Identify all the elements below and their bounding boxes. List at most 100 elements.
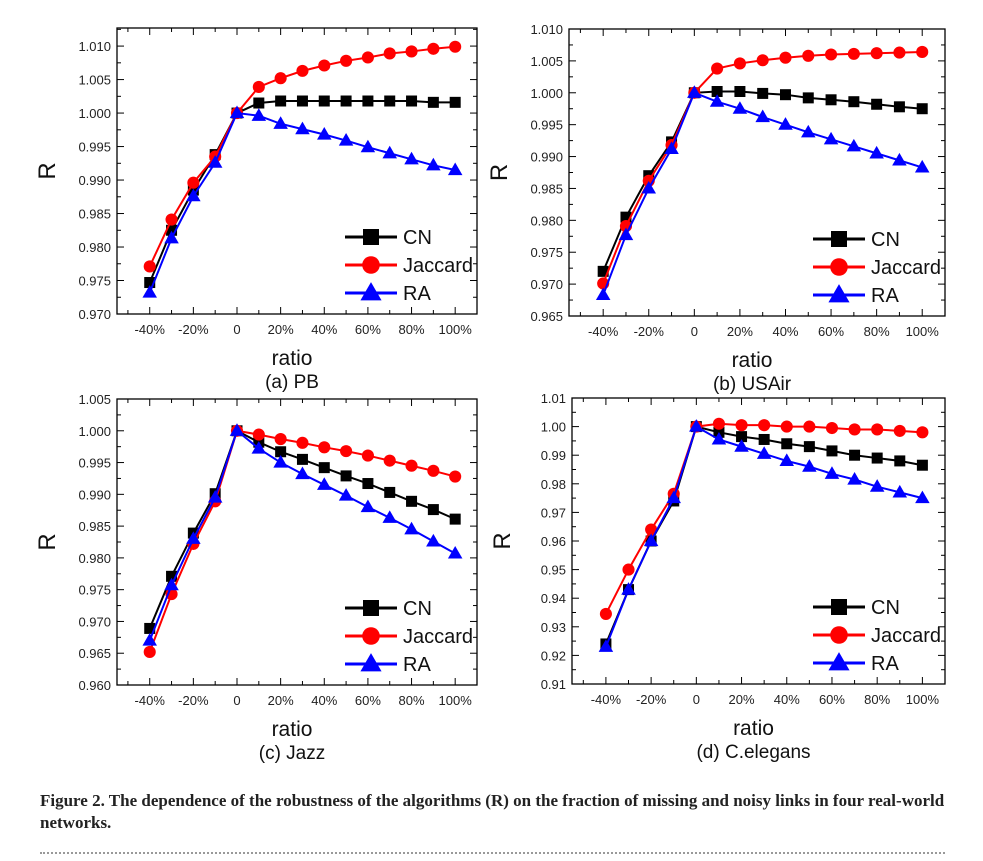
- data-point: [404, 521, 419, 535]
- y-tick-label: 0.990: [78, 487, 111, 502]
- data-point: [338, 133, 354, 146]
- data-point: [733, 57, 746, 70]
- y-tick-label: 0.990: [78, 173, 111, 188]
- data-point: [447, 545, 463, 559]
- data-point: [164, 577, 179, 591]
- legend-label: CN: [871, 229, 900, 251]
- data-point: [711, 86, 723, 98]
- data-point: [318, 95, 330, 107]
- data-point: [892, 152, 907, 166]
- legend-marker: [360, 653, 382, 672]
- data-point: [848, 96, 860, 108]
- data-point: [274, 432, 287, 446]
- data-point: [362, 95, 374, 107]
- y-tick-label: 0.985: [78, 519, 111, 534]
- data-point: [803, 420, 816, 433]
- x-tick-label: 0: [691, 324, 698, 339]
- y-tick-label: 0.980: [530, 213, 563, 228]
- data-point: [758, 433, 770, 445]
- data-point: [779, 51, 792, 64]
- data-point: [712, 417, 725, 430]
- data-point: [757, 87, 769, 99]
- data-point: [598, 639, 614, 652]
- y-tick-label: 0.91: [541, 677, 566, 692]
- data-point: [709, 94, 725, 107]
- data-point: [295, 121, 310, 135]
- data-point: [296, 95, 308, 107]
- data-point: [734, 439, 749, 452]
- chart-caption: (c) Jazz: [259, 743, 326, 764]
- data-point: [144, 622, 156, 634]
- data-point: [915, 490, 930, 504]
- data-point: [618, 227, 634, 241]
- data-point: [360, 139, 376, 153]
- data-point: [826, 445, 838, 457]
- data-point: [892, 484, 908, 498]
- data-point: [779, 453, 795, 467]
- data-point: [449, 513, 461, 525]
- data-point: [318, 462, 330, 474]
- data-point: [427, 96, 439, 108]
- y-tick-label: 0.99: [541, 448, 566, 463]
- series-RA: [598, 419, 930, 652]
- chart-1: 0.965 0.970 0.975 0.980 0.985 0.990 0.995 1.000…: [486, 22, 946, 395]
- legend-label: RA: [403, 654, 431, 676]
- data-point: [427, 504, 439, 516]
- y-axis-label: R: [489, 532, 516, 549]
- legend-label: RA: [871, 653, 899, 675]
- legend-label: Jaccard: [871, 257, 941, 279]
- data-point: [893, 46, 906, 59]
- x-tick-label: 80%: [399, 693, 425, 708]
- y-tick-label: 0.960: [78, 678, 111, 693]
- data-point: [595, 287, 611, 301]
- data-point: [781, 438, 793, 450]
- chart-caption: (d) C.elegans: [696, 742, 810, 763]
- data-point: [734, 86, 746, 98]
- data-point: [916, 103, 928, 115]
- data-point: [362, 478, 374, 490]
- legend-label: CN: [403, 227, 432, 249]
- data-point: [166, 570, 178, 582]
- y-tick-label: 1.005: [530, 54, 563, 69]
- data-point: [666, 490, 681, 504]
- data-point: [735, 419, 748, 432]
- data-point: [384, 95, 396, 107]
- data-point: [779, 89, 791, 101]
- legend-marker: [362, 256, 380, 274]
- x-tick-label: 40%: [772, 324, 798, 339]
- data-point: [825, 48, 838, 61]
- data-point: [405, 45, 418, 58]
- data-point: [711, 62, 724, 75]
- x-tick-label: 0: [233, 322, 240, 337]
- legend: CN Jaccard RA: [345, 227, 473, 305]
- legend-marker: [360, 282, 382, 301]
- data-point: [426, 533, 441, 547]
- data-point: [383, 454, 396, 467]
- data-point: [338, 488, 354, 501]
- data-point: [427, 42, 440, 55]
- y-tick-label: 0.985: [78, 207, 111, 222]
- legend-marker: [831, 231, 847, 247]
- legend-marker: [363, 600, 379, 616]
- data-point: [296, 64, 309, 77]
- data-point: [406, 95, 418, 107]
- chart-3: 0.91 0.92 0.93 0.94 0.95 0.96 0.97 0.98 0.99 1.00…: [489, 391, 946, 763]
- legend-label: CN: [403, 598, 432, 620]
- data-point: [449, 40, 462, 53]
- data-point: [755, 109, 770, 123]
- data-point: [382, 510, 397, 523]
- divider: [40, 852, 945, 854]
- legend-marker: [830, 258, 848, 276]
- data-point: [317, 477, 332, 490]
- y-tick-label: 0.970: [530, 277, 563, 292]
- x-tick-label: 100%: [439, 322, 473, 337]
- y-tick-label: 1.000: [78, 424, 111, 439]
- x-tick-label: -20%: [178, 693, 209, 708]
- y-tick-label: 1.005: [78, 73, 111, 88]
- data-point: [870, 47, 883, 60]
- data-point: [274, 72, 287, 85]
- data-point: [894, 455, 906, 467]
- data-point: [166, 224, 178, 236]
- y-tick-label: 0.990: [530, 150, 563, 165]
- y-tick-label: 0.995: [530, 118, 563, 133]
